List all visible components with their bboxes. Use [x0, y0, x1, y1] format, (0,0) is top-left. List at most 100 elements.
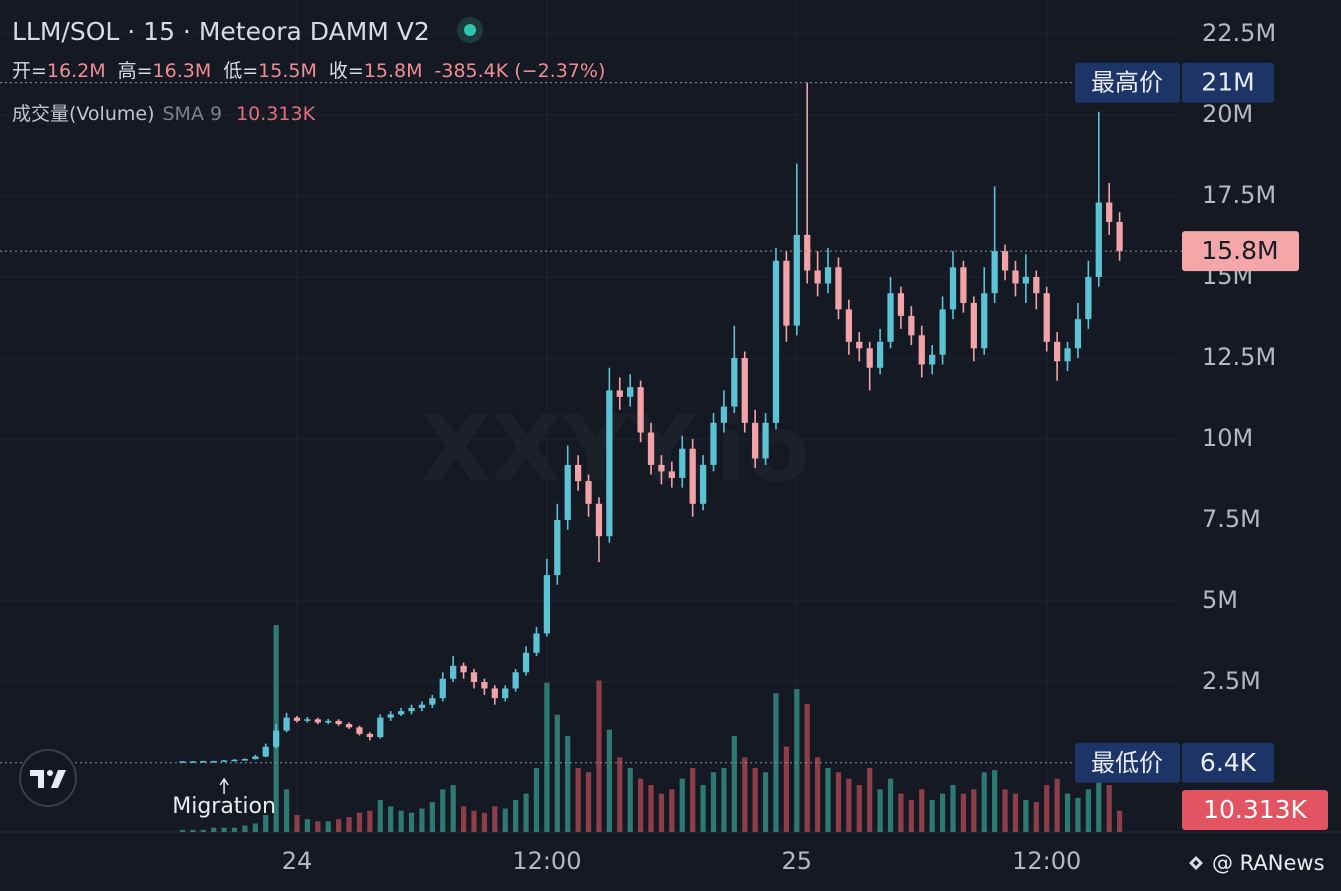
logo-dot	[47, 770, 53, 776]
ohlc-row: 开=16.2M 高=16.3M 低=15.5M 收=15.8M -385.4K (−2.…	[12, 56, 617, 83]
candle-body	[241, 759, 249, 761]
candle-body	[210, 761, 217, 763]
candle-body	[231, 759, 238, 762]
candle-body	[397, 711, 405, 715]
volume-bar	[231, 827, 238, 832]
volume-tag-box	[1182, 789, 1328, 830]
candle-body	[189, 761, 196, 763]
ohlc-label: 低=	[223, 60, 259, 82]
volume-bar	[638, 778, 644, 832]
ohlc-label: 收=	[328, 60, 364, 82]
volume-bar	[898, 793, 904, 832]
price-tag-box	[1182, 62, 1274, 103]
volume-bar	[1023, 800, 1029, 832]
candle-body	[283, 717, 290, 731]
volume-bar	[1117, 810, 1123, 832]
volume-bar	[939, 793, 946, 832]
volume-bar	[179, 829, 186, 832]
candle-body	[866, 348, 873, 368]
candle-body	[1043, 293, 1050, 342]
volume-bar	[1075, 797, 1081, 832]
volume-bar	[544, 682, 550, 832]
volume-bar	[440, 789, 446, 832]
candle-body	[408, 707, 415, 712]
logo-circle	[19, 749, 77, 807]
candle-body	[897, 293, 905, 316]
candle-body	[1033, 277, 1040, 294]
y-tick-label: 2.5M	[1202, 667, 1261, 695]
candle-body	[699, 464, 707, 504]
volume-bar	[252, 823, 258, 832]
candle-body	[1012, 270, 1019, 284]
candle-body	[627, 387, 634, 397]
volume-bar	[471, 810, 477, 832]
volume-bar	[1002, 789, 1008, 832]
candle-body	[512, 672, 519, 689]
volume-bar	[648, 785, 654, 832]
candle-body	[522, 652, 530, 673]
x-tick-label: 25	[782, 847, 813, 875]
candle-body	[564, 464, 571, 520]
ohlc-value: 15.8M	[363, 60, 423, 82]
volume-bar	[700, 785, 706, 832]
candle-body	[804, 234, 811, 271]
candle-body	[929, 354, 936, 365]
candle-body	[200, 761, 207, 763]
price-tag-name: 最高价	[1091, 69, 1163, 97]
candle-body	[783, 260, 790, 326]
candle-body	[658, 464, 665, 472]
volume-bar	[408, 812, 415, 832]
logo-v	[51, 770, 66, 788]
candle-body	[481, 681, 488, 689]
candle-body	[741, 358, 748, 423]
candle-body	[835, 267, 842, 310]
candle-body	[543, 575, 551, 634]
candle-body	[991, 251, 998, 294]
candle-body	[304, 719, 311, 721]
footer-icon	[1189, 856, 1203, 870]
candle-body	[356, 727, 363, 734]
price-tag: 6.4K	[1200, 748, 1257, 777]
y-tick-label: 20M	[1202, 100, 1253, 128]
volume-bar	[971, 789, 977, 832]
candle-body	[470, 672, 478, 682]
volume-bar	[367, 810, 373, 832]
volume-bar	[919, 789, 925, 832]
candle-body	[845, 309, 852, 342]
candle-body	[273, 730, 280, 747]
candle-body	[1116, 221, 1123, 252]
volume-bar	[460, 806, 467, 832]
volume-bar	[658, 793, 665, 832]
x-tick-label: 12:00	[512, 847, 581, 875]
volume-bar	[502, 808, 508, 832]
volume-bar	[492, 806, 498, 832]
candle-body	[387, 714, 394, 718]
candle-body	[668, 471, 675, 478]
candle-body	[314, 719, 321, 723]
candle-body	[1106, 202, 1113, 222]
volume-bar	[242, 825, 248, 832]
footer: @ RANews	[1189, 851, 1325, 875]
candle-body	[533, 633, 540, 653]
candle-body	[606, 390, 613, 537]
volume-bar	[585, 772, 592, 832]
volume-bar	[263, 814, 269, 832]
candle-body	[1001, 251, 1009, 271]
volume-bar	[1012, 793, 1019, 832]
volume-bar	[554, 714, 560, 832]
candle-body	[335, 720, 342, 725]
candle-body	[752, 422, 759, 459]
header: LLM/SOL · 15 · Meteora DAMM V2 开=16.2M 高=…	[12, 10, 617, 126]
annotation-arrow	[219, 777, 229, 794]
volume-bar	[315, 821, 321, 832]
ohlc-value: 16.2M	[46, 60, 106, 82]
candle-body	[814, 270, 821, 284]
volume-bar	[1096, 759, 1102, 832]
candle-body	[502, 688, 509, 699]
candle-body	[981, 293, 988, 349]
candle-body	[679, 448, 686, 478]
candle-body	[1064, 348, 1071, 362]
y-tick-label: 10M	[1202, 424, 1253, 452]
